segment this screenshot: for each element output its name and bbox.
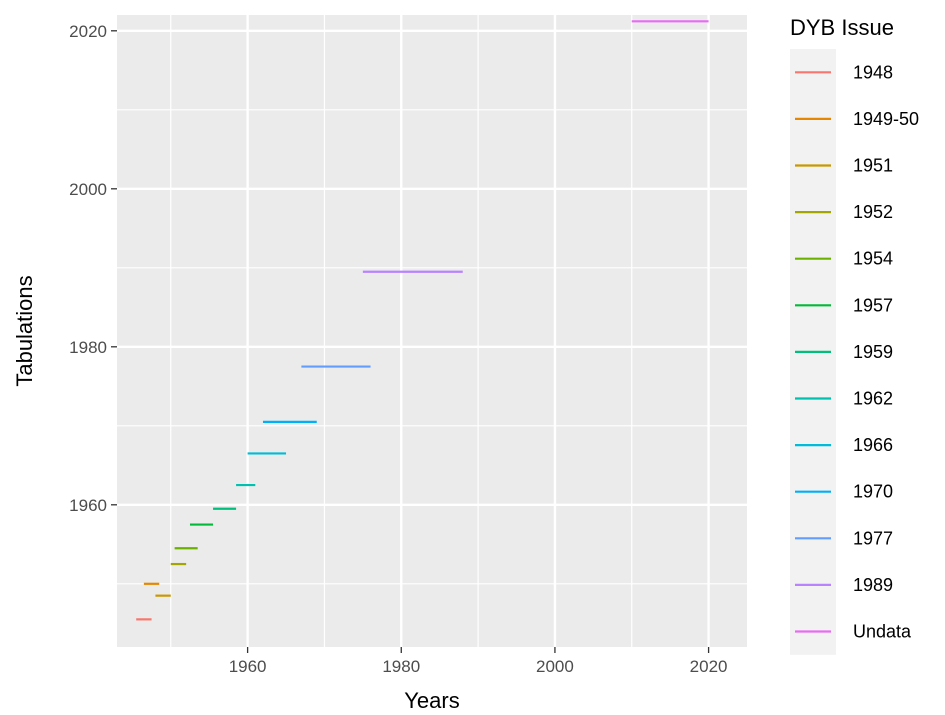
x-tick-label: 1980 [382, 657, 420, 676]
x-tick-label: 2000 [536, 657, 574, 676]
legend-label-1949-50: 1949-50 [853, 109, 919, 129]
legend-label-1962: 1962 [853, 389, 893, 409]
y-axis-title: Tabulations [12, 275, 37, 386]
legend-label-1948: 1948 [853, 62, 893, 82]
legend-label-1966: 1966 [853, 435, 893, 455]
x-tick-label: 1960 [229, 657, 267, 676]
legend-label-Undata: Undata [853, 622, 912, 642]
y-tick-label: 1960 [69, 496, 107, 515]
y-axis: 1960 1980 2000 2020 [69, 22, 117, 515]
legend-label-1959: 1959 [853, 342, 893, 362]
legend-label-1952: 1952 [853, 202, 893, 222]
y-tick-label: 2020 [69, 22, 107, 41]
legend-label-1970: 1970 [853, 482, 893, 502]
plot-panel [117, 15, 747, 647]
legend: 1948 1949-50 1951 1952 1954 1957 1959 1962 1966 1… [790, 49, 919, 655]
minor-gridlines [117, 15, 747, 647]
x-axis-title: Years [404, 688, 459, 713]
series-segments [136, 20, 709, 621]
x-tick-label: 2020 [690, 657, 728, 676]
x-axis: 1960 1980 2000 2020 [229, 647, 728, 676]
legend-label-1977: 1977 [853, 528, 893, 548]
legend-label-1954: 1954 [853, 249, 893, 269]
legend-label-1957: 1957 [853, 295, 893, 315]
legend-label-1989: 1989 [853, 575, 893, 595]
major-gridlines [117, 15, 747, 647]
y-tick-label: 2000 [69, 180, 107, 199]
y-tick-label: 1980 [69, 338, 107, 357]
legend-label-1951: 1951 [853, 156, 893, 176]
legend-title: DYB Issue [790, 15, 894, 40]
